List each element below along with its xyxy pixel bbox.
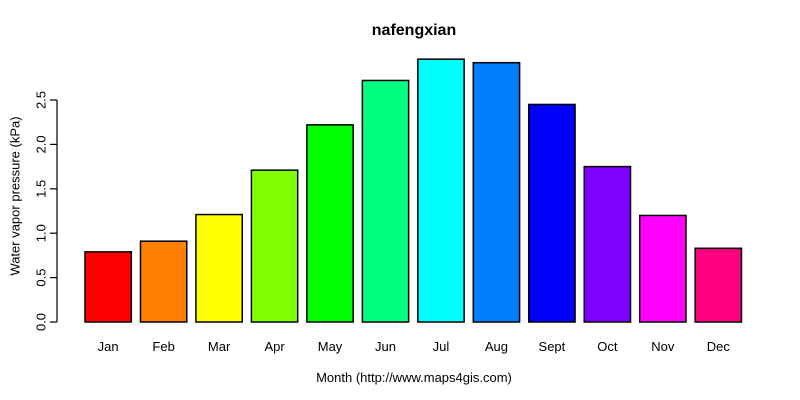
- x-tick-label-aug: Aug: [485, 339, 508, 354]
- bar-nov: [638, 214, 687, 323]
- y-tick-label: 0.5: [34, 269, 49, 287]
- x-tick-label-mar: Mar: [208, 339, 231, 354]
- bar-aug: [472, 61, 521, 323]
- bar-jan: [84, 251, 133, 323]
- x-tick-label-jan: Jan: [98, 339, 119, 354]
- chart-title: nafengxian: [372, 22, 456, 39]
- bar-dec: [694, 247, 743, 323]
- bar-jun: [361, 79, 410, 323]
- y-tick-label: 1.5: [34, 180, 49, 198]
- x-tick-label-feb: Feb: [152, 339, 174, 354]
- x-tick-label-dec: Dec: [707, 339, 731, 354]
- bar-sept: [528, 103, 576, 323]
- x-axis-title: Month (http://www.maps4gis.com): [316, 370, 512, 385]
- y-tick-label: 0.0: [34, 313, 49, 331]
- bar-mar: [195, 213, 243, 323]
- bar-may: [306, 124, 354, 323]
- bar-feb: [139, 240, 188, 323]
- bar-oct: [583, 165, 632, 323]
- bar-jul: [417, 58, 465, 323]
- x-axis-labels: Jan Feb Mar Apr May Jun Jul Aug Sept Oct Nov Dec: [98, 339, 731, 354]
- y-axis: 0.0 0.5 1.0 1.5 2.0 2.5: [34, 91, 58, 331]
- x-tick-label-jun: Jun: [375, 339, 396, 354]
- x-tick-label-may: May: [318, 339, 343, 354]
- x-tick-label-jul: Jul: [433, 339, 450, 354]
- y-tick-label: 2.0: [34, 135, 49, 153]
- bar-apr: [250, 169, 299, 323]
- x-tick-label-oct: Oct: [597, 339, 618, 354]
- y-tick-label: 1.0: [34, 224, 49, 242]
- bars-group: [84, 58, 743, 323]
- x-tick-label-apr: Apr: [264, 339, 285, 354]
- x-tick-label-nov: Nov: [651, 339, 675, 354]
- x-tick-label-sept: Sept: [539, 339, 566, 354]
- y-axis-title: Water vapor pressure (kPa): [8, 116, 23, 275]
- y-tick-label: 2.5: [34, 91, 49, 109]
